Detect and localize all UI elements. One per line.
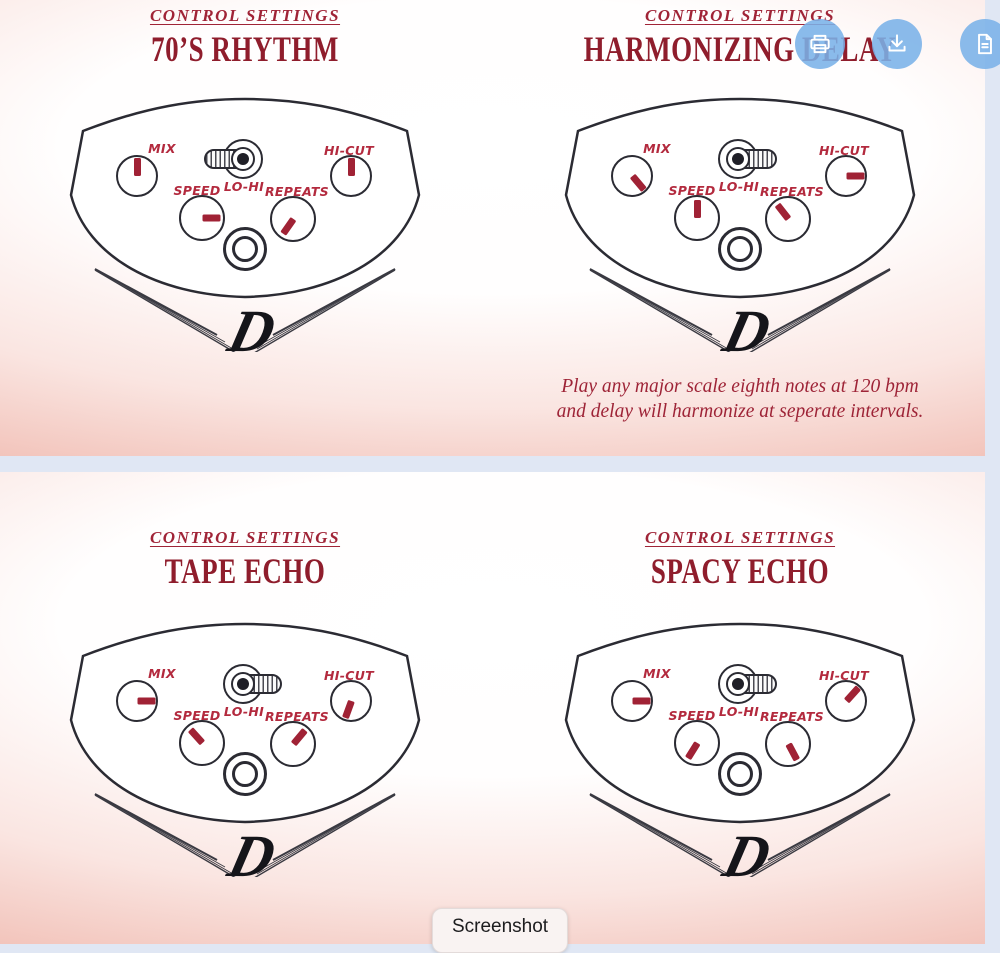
document-page-1: CONTROL SETTINGS 70’s Rhythm D MIX SPEED… [0,0,985,456]
download-button[interactable] [872,19,922,69]
mix-label: MIX [148,141,176,156]
mix-label: MIX [148,666,176,681]
speed-label: SPEED [173,183,221,198]
lo-hi-label: LO-HI [223,179,265,194]
repeats-knob [765,196,811,242]
repeats-label: REPEATS [265,184,329,199]
preset-title: Tape Echo [164,550,326,592]
document-button[interactable] [960,19,1000,69]
hi-cut-knob [330,155,372,197]
mix-knob [116,680,158,722]
control-settings-header: CONTROL SETTINGS [149,528,341,547]
hi-cut-knob [330,680,372,722]
pedal-diagram: D MIX SPEED LO-HI HI-CUT REPEATS [560,97,920,352]
pedal-outline-graphic: D [564,97,916,352]
pedal-outline-graphic: D [564,622,916,877]
mix-knob [611,155,653,197]
speed-label: SPEED [668,708,716,723]
control-settings-header: CONTROL SETTINGS [149,6,341,25]
brand-d-logo: D [716,299,777,352]
pedal-diagram: D MIX SPEED LO-HI HI-CUT REPEATS [560,622,920,877]
repeats-label: REPEATS [760,184,824,199]
hi-cut-knob [825,680,867,722]
document-page-2: CONTROL SETTINGS Tape Echo D MIX SPEED L… [0,472,985,944]
preset-title: Spacy Echo [650,550,830,592]
download-icon [888,34,906,52]
speed-knob [179,720,225,766]
control-settings-header: CONTROL SETTINGS [644,6,836,25]
pedal-outline-graphic: D [69,622,421,877]
lo-hi-label: LO-HI [223,704,265,719]
hi-cut-label: HI-CUT [324,143,374,158]
mix-knob [116,155,158,197]
repeats-label: REPEATS [265,709,329,724]
pedal-diagram: D MIX SPEED LO-HI HI-CUT REPEATS [65,97,425,352]
brand-d-logo: D [716,824,777,877]
panel-harmonizing-delay: CONTROL SETTINGS Harmonizing Delay D MIX… [495,0,985,456]
control-settings-header: CONTROL SETTINGS [644,528,836,547]
mix-label: MIX [643,141,671,156]
speed-knob [674,195,720,241]
preset-caption: Play any major scale eighth notes at 120… [556,376,924,423]
speed-label: SPEED [173,708,221,723]
panel-70s-rhythm: CONTROL SETTINGS 70’s Rhythm D MIX SPEED… [0,0,490,456]
lo-hi-label: LO-HI [718,179,760,194]
repeats-knob [270,721,316,767]
hi-cut-knob [825,155,867,197]
speed-knob [179,195,225,241]
panel-tape-echo: CONTROL SETTINGS Tape Echo D MIX SPEED L… [0,472,490,944]
hi-cut-label: HI-CUT [819,143,869,158]
panel-spacy-echo: CONTROL SETTINGS Spacy Echo D MIX SPEED … [495,472,985,944]
print-button[interactable] [795,19,845,69]
speed-knob [674,720,720,766]
speed-label: SPEED [668,183,716,198]
mix-knob [611,680,653,722]
repeats-label: REPEATS [760,709,824,724]
printer-icon [810,34,830,54]
hi-cut-label: HI-CUT [324,668,374,683]
repeats-knob [270,196,316,242]
pedal-outline-graphic: D [69,97,421,352]
mix-label: MIX [643,666,671,681]
screenshot-button[interactable]: Screenshot [431,908,569,953]
hi-cut-label: HI-CUT [819,668,869,683]
document-icon [978,33,992,55]
preset-title: 70’s Rhythm [151,28,339,70]
pedal-diagram: D MIX SPEED LO-HI HI-CUT REPEATS [65,622,425,877]
repeats-knob [765,721,811,767]
brand-d-logo: D [221,299,282,352]
brand-d-logo: D [221,824,282,877]
lo-hi-label: LO-HI [718,704,760,719]
